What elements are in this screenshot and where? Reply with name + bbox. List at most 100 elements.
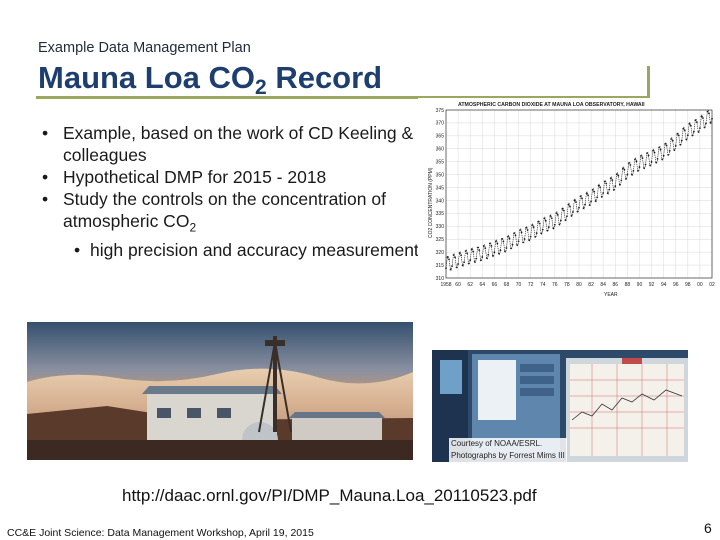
plot-area: 310 315 320 325 330 335 340 345 350 355 360 365 370 3… <box>436 108 715 288</box>
data-point <box>614 185 617 188</box>
x-tick-label: 96 <box>673 282 679 288</box>
x-tick-label: 00 <box>697 282 703 288</box>
y-tick-label: 355 <box>436 159 445 165</box>
x-tick-label: 74 <box>540 282 546 288</box>
y-tick-label: 315 <box>436 263 445 269</box>
bullet-dot: • <box>42 189 49 209</box>
chart-title: ATMOSPHERIC CARBON DIOXIDE AT MAUNA LOA … <box>458 102 645 108</box>
photo-credit: Courtesy of NOAA/ESRL. Photographs by Fo… <box>449 438 567 462</box>
bullet-item: • Example, based on the work of CD Keelin… <box>30 122 430 166</box>
y-tick-label: 310 <box>436 276 445 282</box>
x-tick-label: 78 <box>564 282 570 288</box>
bullet-list: • Example, based on the work of CD Keelin… <box>30 122 430 261</box>
chart-x-label: YEAR <box>604 292 618 298</box>
x-tick-label: 82 <box>588 282 594 288</box>
data-point <box>559 219 562 222</box>
co2-series-line <box>445 109 713 271</box>
data-point <box>626 173 629 176</box>
bullet-text: high precision and accuracy measurements <box>90 239 428 260</box>
x-tick-label: 90 <box>637 282 643 288</box>
data-point <box>609 177 612 180</box>
y-tick-label: 320 <box>436 250 445 256</box>
data-point <box>445 267 447 270</box>
data-point <box>511 243 514 246</box>
data-point <box>635 160 638 163</box>
sub-bullet-item: • high precision and accuracy measurement… <box>30 239 430 261</box>
data-point <box>647 154 650 157</box>
data-point <box>457 263 459 265</box>
credit-line-2: Photographs by Forrest Mims III <box>451 451 565 460</box>
data-point <box>569 205 571 208</box>
data-point <box>520 231 523 234</box>
title-main: Mauna Loa CO <box>38 60 256 95</box>
y-tick-label: 335 <box>436 211 445 217</box>
y-tick-label: 365 <box>436 134 445 140</box>
x-tick-label: 1958 <box>440 282 451 288</box>
y-tick-label: 360 <box>436 147 445 153</box>
co2-chart: ATMOSPHERIC CARBON DIOXIDE AT MAUNA LOA … <box>418 98 718 298</box>
page-number: 6 <box>704 520 712 536</box>
slide-kicker: Example Data Management Plan <box>38 40 251 56</box>
data-point <box>454 256 456 259</box>
x-tick-label: 72 <box>528 282 534 288</box>
data-point <box>496 242 499 245</box>
data-point <box>638 166 641 169</box>
title-underline-end <box>647 66 650 99</box>
data-point <box>671 139 674 142</box>
x-tick-label: 92 <box>649 282 655 288</box>
x-tick-label: 02 <box>709 282 715 288</box>
data-point <box>535 232 538 235</box>
data-point <box>692 130 695 133</box>
data-point <box>602 192 605 194</box>
bullet-dot: • <box>74 239 81 260</box>
data-point <box>683 129 686 132</box>
bullet-text: Example, based on the work of CD Keeling… <box>63 123 414 165</box>
x-tick-label: 86 <box>612 282 618 288</box>
plot-frame <box>445 109 713 279</box>
title-subscript: 2 <box>255 76 267 99</box>
y-tick-label: 370 <box>436 121 445 127</box>
bullet-text: Study the controls on the concentration … <box>63 189 386 231</box>
data-point <box>547 226 550 229</box>
x-tick-label: 64 <box>479 282 485 288</box>
data-point <box>705 122 707 125</box>
bullet-subscript: 2 <box>189 220 197 235</box>
x-tick-label: 68 <box>504 282 510 288</box>
x-tick-label: 60 <box>455 282 461 288</box>
title-underline <box>36 96 650 99</box>
chart-y-label: CO2 CONCENTRATION (PPM) <box>428 167 434 238</box>
x-tick-label: 70 <box>516 282 522 288</box>
x-tick-label: 66 <box>492 282 498 288</box>
y-tick-label: 345 <box>436 185 445 191</box>
credit-line-1: Courtesy of NOAA/ESRL. <box>451 439 543 448</box>
data-point <box>508 237 511 240</box>
x-tick-label: 88 <box>625 282 631 288</box>
bullet-item: • Study the controls on the concentration… <box>30 188 430 239</box>
x-tick-label: 98 <box>685 282 691 288</box>
dmp-link[interactable]: http://daac.ornl.gov/PI/DMP_Mauna.Loa_20… <box>122 486 537 505</box>
y-tick-label: 375 <box>436 108 445 114</box>
data-point <box>611 179 614 182</box>
slide-footer: CC&E Joint Science: Data Management Work… <box>7 527 314 539</box>
x-tick-label: 94 <box>661 282 667 288</box>
bullet-item: • Hypothetical DMP for 2015 - 2018 <box>30 166 430 188</box>
y-tick-label: 330 <box>436 224 445 230</box>
bullet-text: Hypothetical DMP for 2015 - 2018 <box>63 167 327 187</box>
data-point <box>532 226 535 229</box>
x-tick-label: 62 <box>467 282 473 288</box>
x-tick-label: 84 <box>600 282 606 288</box>
observatory-photo <box>27 322 413 460</box>
x-tick-label: 76 <box>552 282 558 288</box>
data-point <box>523 238 526 240</box>
x-tick-label: 80 <box>576 282 582 288</box>
y-tick-label: 340 <box>436 198 445 204</box>
data-point <box>544 219 547 222</box>
data-point <box>466 252 469 255</box>
data-point <box>469 259 472 262</box>
data-point <box>494 240 497 243</box>
title-end: Record <box>266 60 383 95</box>
data-point <box>481 256 484 258</box>
data-point <box>650 161 653 163</box>
y-tick-label: 325 <box>436 237 445 243</box>
slide-title: Mauna Loa CO2 Record <box>38 60 382 100</box>
